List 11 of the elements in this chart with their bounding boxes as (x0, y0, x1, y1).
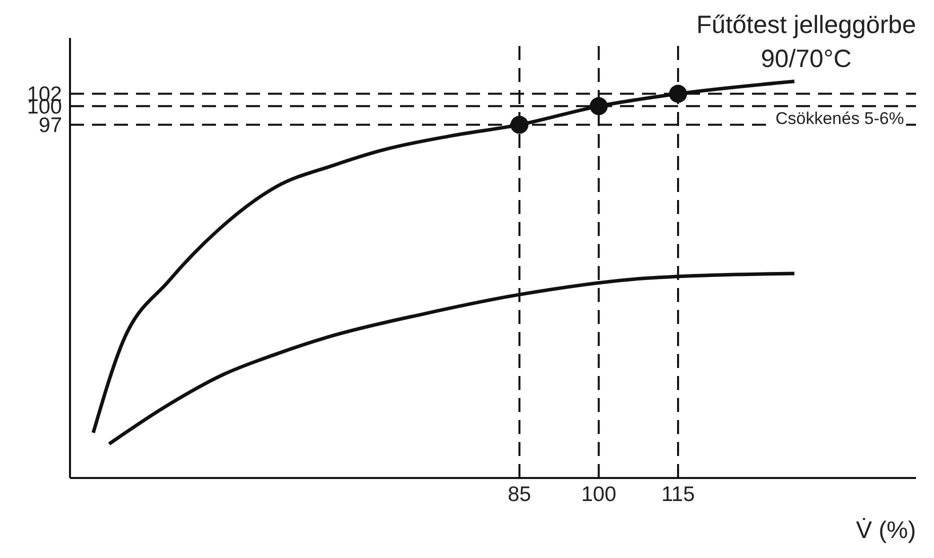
annotation: Csökkenés 5-6% (773, 109, 906, 129)
x-tick-label: 115 (661, 482, 695, 506)
point (669, 84, 688, 103)
x-tick-label: 85 (508, 482, 532, 506)
chart-subtitle: 90/70°C (760, 44, 853, 75)
x-tick-label: 100 (581, 482, 616, 506)
point (510, 116, 528, 134)
x-axis-title: V̇ (%) (856, 517, 916, 544)
y-tick-label: 97 (38, 114, 62, 138)
point (590, 97, 608, 116)
chart-title: Fűtőtest jelleggörbe (696, 10, 916, 41)
